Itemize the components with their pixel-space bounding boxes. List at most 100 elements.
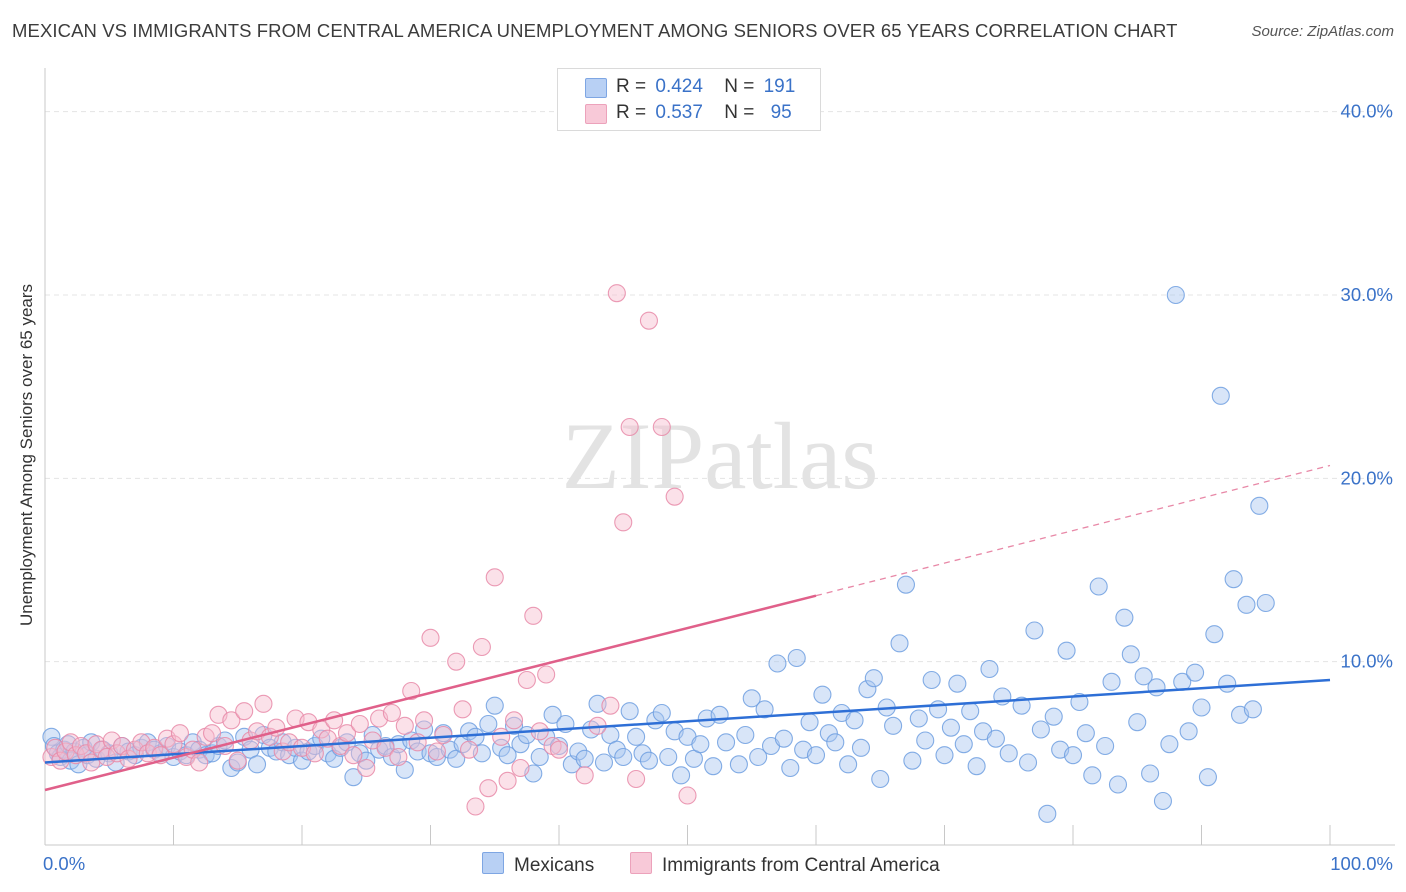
data-point bbox=[639, 751, 659, 770]
data-point bbox=[357, 758, 376, 778]
data-point bbox=[620, 417, 639, 437]
data-point bbox=[1211, 386, 1230, 405]
data-point bbox=[395, 716, 414, 735]
legend-label-mexicans: Mexicans bbox=[514, 855, 595, 876]
data-point bbox=[549, 740, 569, 759]
data-point bbox=[614, 747, 633, 767]
data-point bbox=[601, 696, 620, 715]
n-value-central-america: 95 bbox=[770, 102, 792, 123]
data-point bbox=[1031, 720, 1050, 739]
data-point bbox=[614, 513, 633, 532]
y-tick-label: 10.0% bbox=[1341, 651, 1393, 672]
data-point bbox=[980, 659, 999, 679]
data-point bbox=[704, 757, 723, 776]
data-point bbox=[890, 634, 909, 653]
watermark: ZIPatlas bbox=[562, 403, 879, 509]
data-point bbox=[1128, 713, 1147, 732]
data-point bbox=[941, 718, 960, 737]
data-point bbox=[607, 740, 626, 759]
data-point bbox=[479, 714, 498, 734]
series-central-america bbox=[42, 284, 697, 816]
data-point bbox=[1250, 496, 1269, 515]
data-point bbox=[659, 747, 678, 767]
data-point bbox=[845, 711, 864, 730]
r-label: R = bbox=[616, 102, 647, 123]
stats-legend: R = 0.424 N = 191 R = 0.537 N = 95 bbox=[557, 68, 821, 131]
data-point bbox=[665, 487, 684, 506]
data-point bbox=[871, 769, 890, 789]
data-points bbox=[42, 284, 1275, 823]
data-point bbox=[1038, 804, 1057, 823]
data-point bbox=[774, 729, 793, 748]
data-point bbox=[652, 417, 671, 437]
data-point bbox=[504, 711, 524, 730]
data-point bbox=[434, 725, 453, 745]
data-point bbox=[1108, 775, 1128, 794]
data-point bbox=[1018, 753, 1038, 772]
data-point bbox=[1179, 722, 1198, 741]
trend-line-extension bbox=[815, 464, 1331, 597]
data-point bbox=[922, 670, 941, 690]
x-tick-label-max: 100.0% bbox=[1330, 853, 1393, 874]
data-point bbox=[627, 769, 646, 789]
data-point bbox=[1115, 608, 1134, 627]
data-point bbox=[1025, 621, 1044, 640]
blue-swatch bbox=[482, 852, 504, 874]
source-label: Source: ZipAtlas.com bbox=[1251, 23, 1394, 40]
data-point bbox=[485, 696, 504, 715]
data-point bbox=[415, 711, 434, 730]
data-point bbox=[1083, 766, 1102, 785]
data-point bbox=[1057, 641, 1076, 660]
data-point bbox=[935, 746, 954, 765]
pink-swatch bbox=[585, 104, 607, 124]
stats-legend-row-mexicans: R = 0.424 N = 191 bbox=[558, 76, 820, 100]
data-point bbox=[929, 700, 948, 719]
data-point bbox=[620, 702, 639, 721]
data-point bbox=[1192, 698, 1211, 717]
data-point bbox=[77, 744, 96, 763]
legend-label-central-america: Immigrants from Central America bbox=[662, 855, 940, 876]
data-point bbox=[1224, 570, 1243, 589]
data-point bbox=[170, 724, 189, 743]
data-point bbox=[1218, 674, 1237, 693]
data-point bbox=[858, 680, 877, 699]
data-point bbox=[819, 724, 838, 743]
r-value-mexicans: 0.424 bbox=[655, 76, 703, 97]
data-point bbox=[806, 746, 826, 765]
data-point bbox=[736, 725, 755, 745]
data-point bbox=[466, 797, 485, 816]
data-point bbox=[498, 746, 517, 765]
data-point bbox=[986, 729, 1005, 748]
data-point bbox=[1237, 595, 1256, 614]
data-point bbox=[517, 670, 536, 690]
data-point bbox=[1153, 791, 1172, 811]
data-point bbox=[337, 724, 357, 743]
data-point bbox=[1070, 692, 1089, 712]
data-point bbox=[472, 637, 491, 657]
data-point bbox=[1063, 746, 1083, 765]
data-point bbox=[569, 742, 588, 761]
data-point bbox=[672, 766, 691, 785]
data-point bbox=[1089, 577, 1108, 596]
data-point bbox=[408, 733, 427, 752]
data-point bbox=[999, 744, 1018, 763]
trend-lines bbox=[44, 464, 1331, 792]
data-point bbox=[382, 703, 402, 723]
data-point bbox=[607, 284, 626, 303]
data-point bbox=[633, 744, 652, 763]
legend-item-central-america: Immigrants from Central America bbox=[630, 852, 940, 877]
data-point bbox=[203, 724, 222, 743]
data-point bbox=[427, 742, 446, 761]
data-point bbox=[639, 311, 659, 330]
data-point bbox=[1147, 678, 1166, 697]
data-point bbox=[1256, 593, 1275, 613]
grid-lines bbox=[45, 111, 1395, 663]
data-point bbox=[909, 709, 928, 728]
data-point bbox=[1096, 736, 1115, 756]
data-point bbox=[1205, 625, 1224, 644]
r-label: R = bbox=[616, 76, 647, 97]
data-point bbox=[530, 747, 549, 767]
data-point bbox=[524, 606, 543, 625]
data-point bbox=[1076, 724, 1095, 743]
y-axis-label: Unemployment Among Seniors over 65 years bbox=[17, 283, 36, 627]
